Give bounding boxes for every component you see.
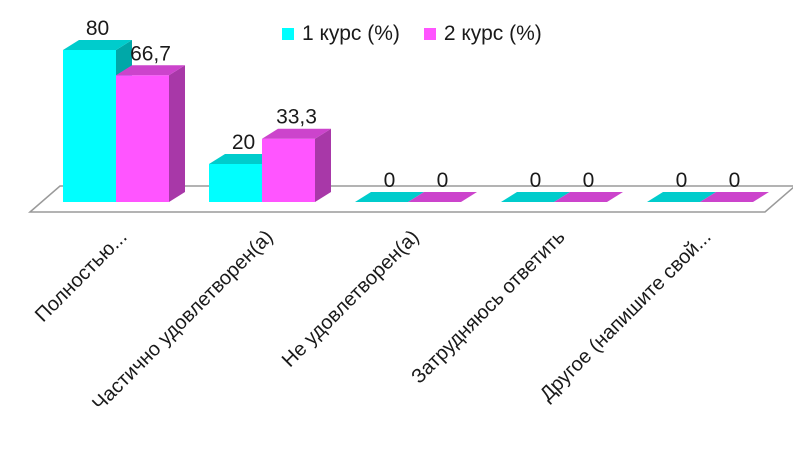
data-label-2-1: 66,7 — [130, 42, 171, 65]
bar-side — [315, 128, 331, 202]
category-label-1: Полностью... — [31, 226, 132, 327]
bar-2-4 — [554, 192, 623, 202]
bar-top — [501, 192, 570, 202]
data-label-1-3: 0 — [384, 169, 396, 192]
bar-2-3 — [408, 192, 477, 202]
data-label-1-1: 80 — [86, 17, 109, 40]
category-label-5: Другое (напишите свой... — [536, 226, 716, 406]
data-label-1-2: 20 — [232, 131, 255, 154]
legend-swatch-1 — [282, 28, 294, 40]
bar-front — [262, 138, 315, 202]
legend-item-2: 2 курс (%) — [423, 22, 542, 46]
bar-front — [209, 164, 262, 202]
legend-swatch-2 — [423, 28, 436, 40]
bar-front — [116, 75, 169, 202]
bar-2-1 — [116, 65, 185, 203]
data-labels-group: 80 66,7 20 33,3 0 0 0 0 0 0 — [86, 17, 741, 192]
bar-top — [647, 192, 716, 202]
legend-item-1: 1 курс (%) — [282, 22, 400, 46]
bar-2-2 — [262, 128, 331, 202]
data-label-2-5: 0 — [729, 169, 741, 192]
data-label-2-4: 0 — [583, 169, 595, 192]
data-label-2-3: 0 — [437, 169, 449, 192]
legend: 1 курс (%) 2 курс (%) — [282, 22, 566, 46]
bar-side — [169, 65, 185, 203]
legend-label-2: 2 курс (%) — [443, 22, 542, 45]
data-label-2-2: 33,3 — [276, 106, 317, 129]
legend-label-1: 1 курс (%) — [302, 22, 400, 45]
category-labels-group: Полностью...Частично удовлетворен(а) Не у… — [31, 226, 716, 415]
bar-top — [355, 192, 424, 202]
bar-top — [116, 65, 185, 76]
bar-top — [554, 192, 623, 202]
bars-group — [63, 40, 769, 203]
data-label-1-4: 0 — [530, 169, 542, 192]
bar-front — [63, 50, 116, 202]
bar-2-5 — [700, 192, 769, 202]
bar-top — [700, 192, 769, 202]
bar-top — [408, 192, 477, 202]
bar-top — [209, 154, 278, 164]
category-label-4: Затрудняюсь ответить — [407, 226, 569, 388]
data-label-1-5: 0 — [676, 169, 688, 192]
bar-1-3 — [355, 192, 424, 202]
bar-1-4 — [501, 192, 570, 202]
category-label-3: Не удовлетворен(а) — [278, 226, 424, 372]
bar-1-5 — [647, 192, 716, 202]
bar-top — [262, 128, 331, 139]
bar-top — [63, 40, 132, 50]
